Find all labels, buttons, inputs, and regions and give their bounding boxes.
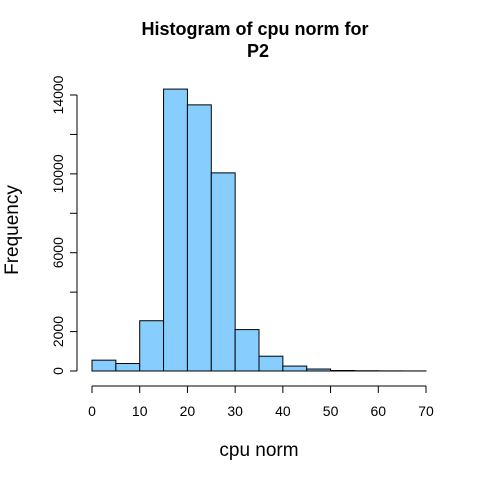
histogram-bar: [234, 329, 260, 372]
y-tick-label: 2000: [50, 316, 66, 347]
x-axis: 0 10 20 30 40 50 60 70: [88, 385, 434, 419]
x-tick-label: 40: [275, 403, 291, 419]
bars-group: [91, 88, 427, 372]
x-tick-label: 60: [370, 403, 386, 419]
histogram-bar: [115, 363, 141, 372]
x-tick-label: 70: [418, 403, 434, 419]
y-tick-label: 0: [50, 367, 66, 375]
x-tick-label: 30: [227, 403, 243, 419]
x-tick-label: 10: [132, 403, 148, 419]
x-tick-label: 20: [180, 403, 196, 419]
chart-title-line-2: P2: [247, 41, 269, 61]
y-tick-label: 6000: [50, 237, 66, 268]
histogram-bar: [139, 320, 165, 372]
histogram-bar: [186, 104, 212, 372]
histogram-bar: [91, 359, 117, 372]
y-tick-label: 10000: [50, 154, 66, 193]
histogram-bar: [163, 88, 188, 372]
histogram-bar: [258, 355, 284, 372]
histogram-bar: [210, 172, 236, 372]
y-axis-label: Frequency: [2, 185, 23, 275]
x-tick-label: 0: [88, 403, 96, 419]
histogram-bar: [282, 365, 308, 372]
x-axis-label: cpu norm: [219, 440, 298, 461]
chart-title-line-1: Histogram of cpu norm for: [141, 19, 368, 39]
y-tick-label: 14000: [50, 75, 66, 114]
x-tick-label: 50: [323, 403, 339, 419]
histogram-bar: [306, 368, 332, 372]
y-axis: 0 2000 6000 10000 14000: [50, 75, 78, 375]
